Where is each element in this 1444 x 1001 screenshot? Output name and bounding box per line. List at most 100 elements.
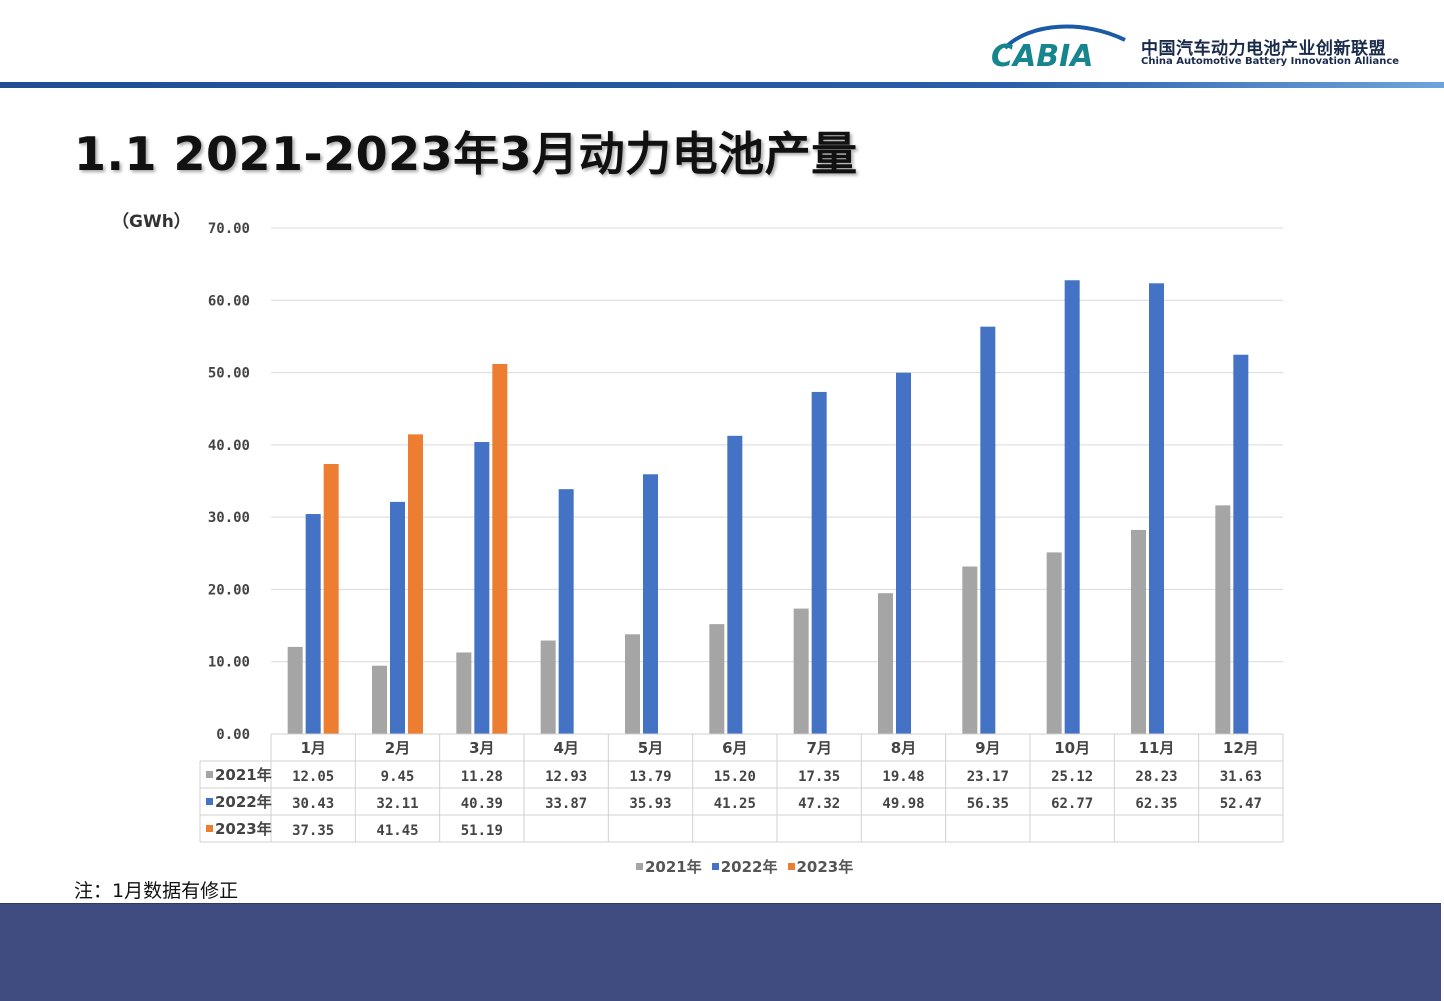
bar-2021年-7月 [793, 608, 809, 734]
header-bar [0, 82, 1444, 88]
data-label: 12.05 [292, 769, 334, 785]
table-series-label: 2021年 [215, 766, 272, 784]
bar-2021年-9月 [962, 566, 978, 734]
legend-label-2022: 2022年 [720, 858, 778, 876]
page-title: 1.1 2021-2023年3月动力电池产量 [74, 127, 858, 181]
bar-2023年-2月 [408, 434, 423, 734]
x-tick-label: 6月 [722, 739, 747, 757]
legend-label-2021: 2021年 [645, 858, 702, 876]
y-axis-unit: （GWh） [112, 212, 191, 232]
footnote: 注：1月数据有修正 [74, 880, 239, 902]
data-label: 23.17 [967, 769, 1009, 785]
data-label: 15.20 [714, 769, 756, 785]
data-label: 62.77 [1051, 796, 1093, 812]
footer-band [0, 903, 1441, 1001]
legend-label-2023: 2023年 [796, 858, 854, 876]
y-tick-label: 70.00 [208, 221, 250, 237]
bar-2021年-3月 [456, 652, 472, 734]
bar-2021年-8月 [878, 593, 893, 734]
bar-2022年-9月 [980, 326, 996, 734]
y-tick-label: 40.00 [208, 438, 250, 454]
data-label: 19.48 [882, 769, 924, 785]
data-label: 40.39 [461, 796, 503, 812]
data-label: 52.47 [1220, 796, 1262, 812]
data-label: 31.63 [1220, 769, 1262, 785]
data-label: 9.45 [381, 769, 415, 785]
data-label: 30.43 [292, 796, 334, 812]
data-label: 13.79 [629, 769, 671, 785]
legend-swatch-2021 [636, 863, 643, 870]
bar-2022年-11月 [1149, 283, 1164, 734]
org-name-en: China Automotive Battery Innovation Alli… [1141, 56, 1400, 67]
legend-swatch-2022 [711, 863, 719, 870]
bar-2023年-1月 [323, 464, 339, 734]
table-swatch-2022年 [206, 798, 213, 805]
bar-2021年-12月 [1215, 505, 1231, 734]
y-tick-label: 60.00 [208, 293, 250, 309]
bar-2021年-6月 [709, 624, 725, 734]
table-series-label: 2022年 [215, 793, 272, 811]
data-label: 32.11 [376, 796, 418, 812]
table-series-label: 2023年 [215, 820, 272, 838]
x-tick-label: 1月 [300, 739, 325, 757]
data-label: 37.35 [292, 823, 334, 839]
x-tick-label: 2月 [385, 739, 410, 757]
x-tick-label: 12月 [1223, 739, 1259, 757]
bar-2022年-7月 [811, 391, 827, 734]
data-label: 11.28 [461, 769, 503, 785]
data-label: 33.87 [545, 796, 587, 812]
y-tick-label: 10.00 [208, 655, 250, 671]
table-swatch-2023年 [206, 825, 213, 832]
cabia-logo-icon: CABIA [991, 24, 1126, 74]
y-tick-label: 0.00 [216, 727, 250, 743]
legend-item-2022: 2022年 [711, 856, 778, 877]
y-tick-label: 50.00 [208, 366, 250, 382]
bar-2022年-2月 [390, 501, 405, 734]
data-label: 25.12 [1051, 769, 1093, 785]
data-label: 12.93 [545, 769, 587, 785]
bar-2022年-6月 [727, 435, 743, 734]
bar-2021年-10月 [1046, 552, 1062, 734]
chart-legend: 2021年 2022年 2023年 [636, 856, 853, 877]
y-tick-label: 30.00 [208, 510, 250, 526]
org-name-cn: 中国汽车动力电池产业创新联盟 [1141, 39, 1386, 59]
data-label: 49.98 [882, 796, 924, 812]
data-label: 35.93 [629, 796, 671, 812]
x-tick-label: 10月 [1054, 739, 1090, 757]
bar-2022年-8月 [896, 372, 911, 734]
x-tick-label: 9月 [975, 739, 1000, 757]
x-tick-label: 8月 [891, 739, 916, 757]
legend-item-2021: 2021年 [636, 856, 702, 877]
x-tick-label: 5月 [638, 739, 663, 757]
data-label: 41.25 [714, 796, 756, 812]
data-label: 17.35 [798, 769, 840, 785]
table-swatch-2021年 [206, 771, 213, 778]
bar-2023年-3月 [492, 363, 508, 734]
legend-swatch-2023 [787, 863, 795, 870]
x-tick-label: 3月 [469, 739, 494, 757]
bar-2022年-1月 [305, 514, 321, 734]
data-label: 51.19 [461, 823, 503, 839]
y-tick-label: 20.00 [208, 582, 250, 598]
bar-2021年-5月 [625, 634, 640, 734]
data-label: 56.35 [967, 796, 1009, 812]
bar-2022年-3月 [474, 442, 490, 734]
bar-2021年-2月 [372, 665, 387, 734]
bar-2022年-4月 [558, 489, 574, 734]
svg-text:CABIA: CABIA [991, 39, 1093, 74]
cabia-logo: CABIA 中国汽车动力电池产业创新联盟 China Automotive Ba… [985, 22, 1405, 78]
data-label: 62.35 [1135, 796, 1177, 812]
bar-2021年-1月 [287, 646, 303, 734]
bar-2021年-4月 [540, 640, 556, 734]
x-tick-label: 4月 [553, 739, 578, 757]
x-tick-label: 7月 [806, 739, 831, 757]
bar-chart: 0.00 10.00 20.00 30.00 40.00 50.00 60.00 70.00 1… [199, 221, 1284, 843]
data-label: 47.32 [798, 796, 840, 812]
bar-2022年-12月 [1233, 354, 1249, 734]
legend-item-2023: 2023年 [787, 856, 854, 877]
bar-2022年-10月 [1064, 280, 1080, 734]
bar-2021年-11月 [1131, 529, 1146, 734]
data-label: 41.45 [376, 823, 418, 839]
x-tick-label: 11月 [1139, 739, 1175, 757]
data-label: 28.23 [1135, 769, 1177, 785]
